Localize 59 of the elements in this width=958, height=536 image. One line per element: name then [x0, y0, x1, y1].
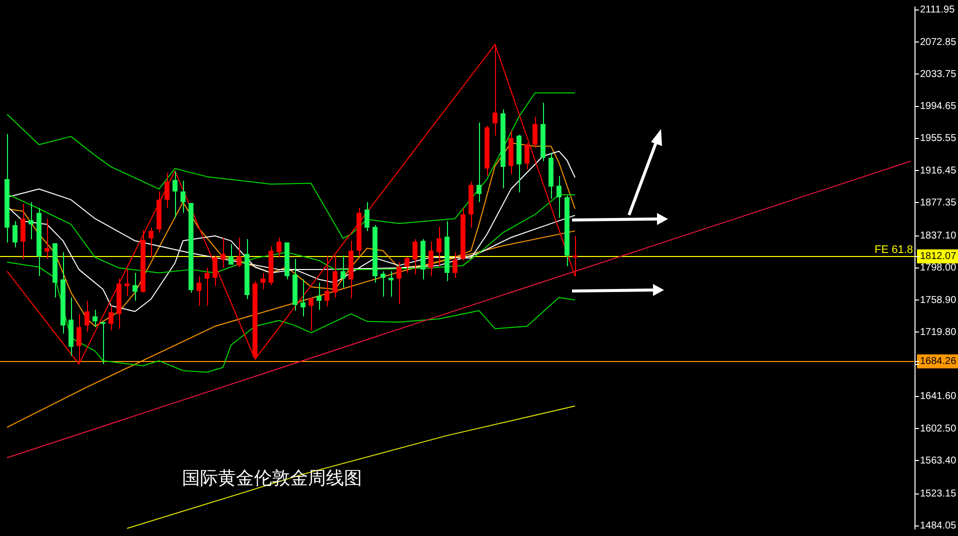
- y-tick-label: 1758.90: [920, 294, 957, 306]
- candlestick: [132, 272, 138, 302]
- candlestick: [108, 305, 114, 331]
- candlestick: [332, 255, 338, 298]
- y-tick-label: 1484.05: [920, 520, 957, 532]
- candlestick: [412, 238, 418, 275]
- y-tick-label: 1602.50: [920, 423, 957, 434]
- ref-line-label: FE 61.8: [874, 244, 913, 256]
- candlestick: [340, 255, 346, 288]
- y-tick-label: 2033.75: [920, 68, 957, 80]
- y-tick-label: 1955.55: [920, 133, 957, 144]
- y-tick-label: 1719.80: [920, 326, 957, 338]
- candlestick: [228, 244, 234, 266]
- candlestick: [556, 175, 562, 218]
- y-tick-label: 1837.10: [920, 230, 957, 242]
- candlestick: [28, 202, 34, 240]
- candlestick: [452, 252, 458, 278]
- candlestick: [532, 116, 538, 148]
- candlestick: [172, 170, 178, 218]
- candlestick: [12, 220, 18, 248]
- candlestick: [124, 269, 130, 296]
- candlestick: [524, 142, 530, 170]
- candlestick: [276, 237, 282, 258]
- candlestick: [180, 180, 186, 214]
- candlestick: [92, 309, 98, 328]
- candlestick: [364, 202, 370, 232]
- y-tick-label: 1798.00: [920, 262, 957, 274]
- y-tick-label: 2111.95: [920, 4, 956, 16]
- y-tick-label: 1641.60: [920, 391, 957, 402]
- candlestick: [324, 255, 330, 308]
- y-tick-label: 1994.65: [920, 101, 957, 112]
- y-tick-label: 1916.45: [920, 165, 957, 176]
- candlestick: [212, 255, 218, 286]
- y-tick-label: 1877.35: [920, 197, 957, 208]
- candlestick: [380, 270, 386, 298]
- candlestick: [100, 322, 106, 365]
- candlestick: [308, 297, 314, 331]
- y-tick-label: 1684.26: [920, 356, 957, 368]
- candlestick: [396, 262, 402, 305]
- candlestick: [20, 203, 26, 260]
- candlestick: [196, 276, 202, 306]
- candlestick: [436, 226, 442, 267]
- candlestick: [300, 278, 306, 317]
- candlestick: [316, 282, 322, 310]
- candlestick: [84, 300, 90, 333]
- candlestick: [428, 241, 434, 277]
- candlestick: [44, 218, 50, 260]
- candlestick: [404, 256, 410, 274]
- candlestick: [204, 267, 210, 306]
- candlestick: [476, 122, 482, 203]
- y-tick-label: 1563.40: [920, 455, 957, 466]
- candlestick: [148, 227, 154, 258]
- candlestick: [220, 237, 226, 268]
- y-tick-label: 1523.15: [920, 488, 957, 500]
- candlestick: [164, 172, 170, 208]
- candlestick: [236, 237, 242, 268]
- y-tick-label: 2072.85: [920, 36, 957, 48]
- candlestick: [260, 272, 266, 290]
- y-tick-label: 1812.07: [920, 251, 957, 262]
